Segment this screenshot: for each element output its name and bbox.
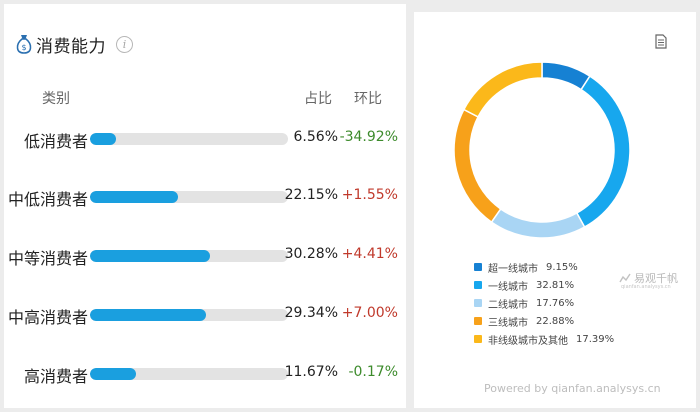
legend-item[interactable]: 二线城市 17.76%: [474, 294, 614, 312]
share-bar-fill: [90, 191, 178, 203]
consumer-category-label: 低消费者: [23, 132, 88, 151]
donut-slice[interactable]: [575, 75, 631, 229]
share-bar-fill: [90, 309, 207, 321]
consumer-row: 中低消费者 22.15% +1.55%: [4, 184, 406, 209]
change-percent: -0.17%: [348, 364, 398, 380]
document-icon[interactable]: [655, 34, 667, 49]
brand-logo-icon: [619, 273, 631, 283]
change-percent: +4.41%: [341, 246, 398, 262]
city-tier-donut-chart: [453, 61, 631, 239]
consumer-row: 中高消费者 29.34% +7.00%: [4, 302, 406, 327]
svg-text:$: $: [21, 43, 26, 52]
legend-item[interactable]: 一线城市 32.81%: [474, 276, 614, 294]
legend-swatch: [474, 317, 482, 325]
money-bag-icon: $: [16, 35, 32, 54]
consumer-category-label: 中等消费者: [7, 249, 88, 268]
share-percent: 6.56%: [293, 129, 338, 145]
donut-slice[interactable]: [453, 108, 502, 224]
legend-percent: 22.88%: [536, 315, 575, 327]
share-percent: 30.28%: [284, 246, 338, 262]
legend-item[interactable]: 非线级城市及其他 17.39%: [474, 330, 614, 348]
legend-percent: 9.15%: [546, 261, 578, 273]
legend-percent: 32.81%: [536, 279, 575, 291]
consumer-row: 低消费者 6.56% -34.92%: [4, 126, 406, 151]
consumer-category-label: 高消费者: [23, 367, 88, 386]
legend-swatch: [474, 263, 482, 271]
powered-by-footer: Powered by qianfan.analysys.cn: [484, 382, 661, 395]
city-tier-panel: 超一线城市 9.15% 一线城市 32.81% 二线城市 17.76% 三线城市 22.88%…: [414, 12, 696, 408]
legend-label: 二线城市: [488, 299, 528, 311]
brand-name: 易观千帆: [634, 272, 678, 285]
donut-slice[interactable]: [490, 207, 586, 239]
consumer-category-label: 中高消费者: [7, 308, 88, 327]
share-bar-track: [90, 309, 288, 321]
share-bar-fill: [90, 133, 116, 145]
page-title: 消费能力: [36, 36, 106, 57]
legend-item[interactable]: 三线城市 22.88%: [474, 312, 614, 330]
consumer-row: 中等消费者 30.28% +4.41%: [4, 243, 406, 268]
share-bar-track: [90, 133, 288, 145]
panel-header: $ 消费能力 i: [16, 32, 133, 57]
share-bar-track: [90, 250, 288, 262]
change-percent: +1.55%: [341, 187, 398, 203]
column-header-change: 环比: [354, 91, 382, 107]
legend-percent: 17.39%: [576, 333, 615, 345]
donut-slice[interactable]: [541, 61, 591, 91]
column-header-share: 占比: [304, 91, 332, 107]
share-percent: 29.34%: [284, 305, 338, 321]
share-percent: 22.15%: [284, 187, 338, 203]
consumer-row: 高消费者 11.67% -0.17%: [4, 361, 406, 386]
change-percent: -34.92%: [339, 129, 398, 145]
legend-label: 非线级城市及其他: [488, 335, 568, 347]
brand-watermark: 易观千帆: [619, 270, 678, 286]
legend-percent: 17.76%: [536, 297, 575, 309]
share-bar-fill: [90, 250, 210, 262]
info-icon[interactable]: i: [116, 35, 133, 53]
column-header-category: 类别: [42, 91, 70, 107]
share-bar-track: [90, 368, 288, 380]
legend-swatch: [474, 335, 482, 343]
legend-swatch: [474, 281, 482, 289]
legend-item[interactable]: 超一线城市 9.15%: [474, 258, 614, 276]
legend-label: 一线城市: [488, 281, 528, 293]
share-bar-track: [90, 191, 288, 203]
share-percent: 11.67%: [284, 364, 338, 380]
legend-swatch: [474, 299, 482, 307]
brand-url: qianfan.analysys.cn: [621, 284, 671, 290]
legend-label: 超一线城市: [488, 263, 538, 275]
donut-legend: 超一线城市 9.15% 一线城市 32.81% 二线城市 17.76% 三线城市 22.88%…: [474, 258, 614, 348]
donut-slice[interactable]: [462, 61, 543, 118]
share-bar-fill: [90, 368, 137, 380]
consumer-category-label: 中低消费者: [7, 190, 88, 209]
consumption-panel: $ 消费能力 i 类别 占比 环比 低消费者 6.56% -34.92% 中低消费者 2…: [4, 4, 406, 408]
legend-label: 三线城市: [488, 317, 528, 329]
change-percent: +7.00%: [341, 305, 398, 321]
